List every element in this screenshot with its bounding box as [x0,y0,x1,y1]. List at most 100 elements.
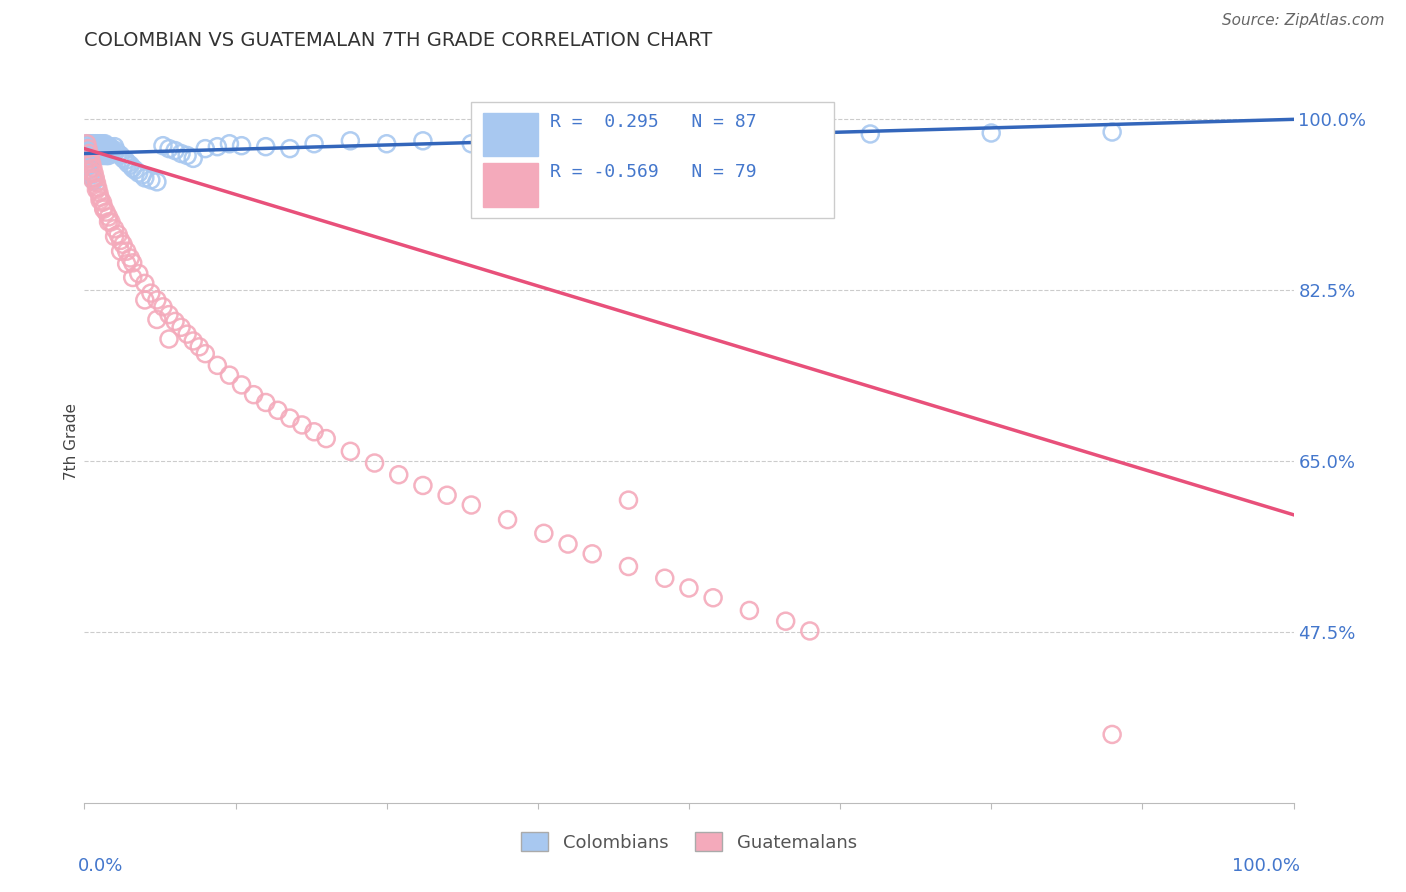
Point [188,340,211,354]
Point [117,156,139,170]
Point [86,136,108,151]
Point [100,215,122,229]
Point [339,134,361,148]
Point [79,152,101,166]
FancyBboxPatch shape [471,102,834,218]
Point [139,173,162,187]
Point [146,312,169,326]
Point [79,164,101,178]
Point [375,136,398,151]
Point [617,493,640,508]
Point [412,134,434,148]
Point [104,229,127,244]
Point [107,146,129,161]
Point [207,359,229,373]
Point [77,159,100,173]
Point [76,136,98,151]
Point [157,308,180,322]
Point [86,183,108,197]
Point [83,138,105,153]
Point [97,139,120,153]
Point [100,142,122,156]
Point [94,148,117,162]
Point [980,126,1002,140]
Point [97,148,120,162]
Text: R =  0.295   N = 87: R = 0.295 N = 87 [550,112,756,131]
Point [128,166,150,180]
Point [176,327,198,342]
Point [93,200,115,214]
Point [557,537,579,551]
Point [436,488,458,502]
Point [110,234,132,248]
Text: 0.0%: 0.0% [79,856,124,874]
Point [91,195,114,210]
Point [87,186,110,200]
Point [93,138,115,153]
Point [460,136,482,151]
Point [165,144,187,158]
Point [181,334,204,348]
Point [134,170,156,185]
Point [799,624,821,638]
Point [115,244,138,259]
Point [80,156,103,170]
Point [617,132,640,146]
Point [84,136,107,151]
Point [82,146,104,161]
Point [291,417,314,432]
Point [110,244,132,259]
Point [738,128,761,143]
Point [77,144,100,158]
Point [302,136,325,151]
Point [79,136,101,151]
Point [278,142,301,156]
Point [412,478,434,492]
Point [112,237,135,252]
Point [1101,125,1123,139]
Point [89,194,111,208]
Point [104,139,127,153]
Point [89,190,111,204]
Point [83,166,105,180]
Point [124,163,146,178]
Point [157,332,180,346]
Point [79,166,101,180]
Point [121,161,143,176]
Point [231,378,253,392]
Point [79,146,101,161]
Point [76,136,98,151]
Point [87,138,110,153]
Point [96,139,118,153]
Point [654,571,676,585]
Point [267,403,290,417]
Text: Source: ZipAtlas.com: Source: ZipAtlas.com [1222,13,1385,29]
Point [775,614,797,628]
Point [170,146,193,161]
Point [533,526,555,541]
Point [98,139,121,153]
Point [254,395,277,409]
Legend: Colombians, Guatemalans: Colombians, Guatemalans [513,825,865,859]
Point [86,180,108,194]
Point [104,144,127,158]
Point [139,286,162,301]
Point [112,152,135,166]
Text: 100.0%: 100.0% [1232,856,1299,874]
FancyBboxPatch shape [484,163,538,207]
Point [152,300,174,314]
Point [86,146,108,161]
Point [77,142,100,156]
Point [207,139,229,153]
Point [678,129,700,144]
Point [83,148,105,162]
Text: COLOMBIAN VS GUATEMALAN 7TH GRADE CORRELATION CHART: COLOMBIAN VS GUATEMALAN 7TH GRADE CORREL… [84,31,713,50]
Point [97,215,120,229]
Point [176,148,198,162]
Point [89,136,111,151]
Point [82,170,104,185]
Point [80,148,103,162]
Point [77,136,100,151]
Point [859,127,882,141]
Point [278,411,301,425]
